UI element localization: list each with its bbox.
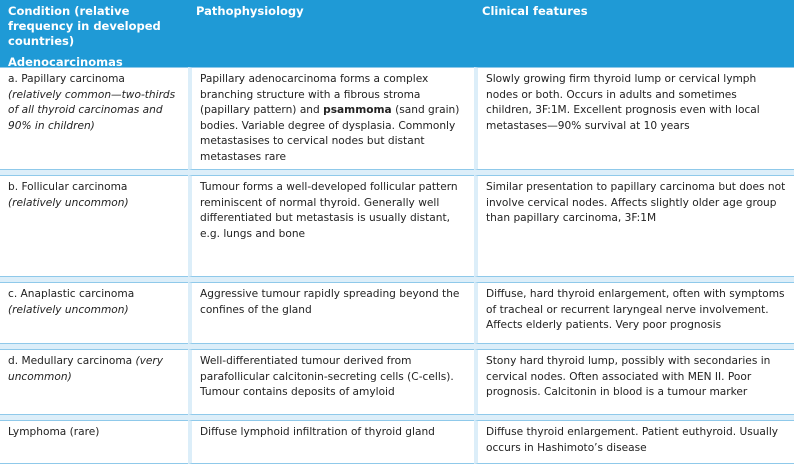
cell-text: psammoma (323, 104, 392, 116)
table-row: d. Medullary carcinoma (very uncommon) We… (0, 349, 794, 415)
cell-text: Stony hard thyroid lump, possibly with s… (486, 355, 771, 398)
table: Condition (relative frequency in develop… (0, 0, 794, 75)
cell-text: Lymphoma (rare) (8, 426, 100, 438)
cell-text: d. Medullary carcinoma (8, 355, 136, 367)
table-cell: Diffuse lymphoid infiltration of thyroid… (188, 420, 474, 464)
cell-text: Slowly growing firm thyroid lump or cerv… (486, 73, 760, 132)
cell-text: Diffuse lymphoid infiltration of thyroid… (200, 426, 435, 438)
table-cell: b. Follicular carcinoma (relatively unco… (0, 175, 188, 277)
cell-text: Well-differentiated tumour derived from … (200, 355, 454, 398)
table-cell: Papillary adenocarcinoma forms a complex… (188, 67, 474, 170)
cell-text: (very uncommon) (8, 355, 164, 383)
table-cell: Tumour forms a well-developed follicular… (188, 175, 474, 277)
cell-text: Diffuse thyroid enlargement. Patient eut… (486, 426, 779, 454)
table-cell: Diffuse, hard thyroid enlargement, often… (474, 282, 794, 344)
table-cell: a. Papillary carcinoma (relatively commo… (0, 67, 188, 170)
table-row: a. Papillary carcinoma (relatively commo… (0, 67, 794, 170)
cell-text: (relatively uncommon) (8, 196, 129, 209)
table-cell: Stony hard thyroid lump, possibly with s… (474, 349, 794, 415)
cell-text: (relatively common—two-thirds of all thy… (8, 88, 176, 132)
table-cell: c. Anaplastic carcinoma (relatively unco… (0, 282, 188, 344)
cell-text: (sand grain) bodies. Variable degree of … (200, 104, 460, 163)
table-cell: Well-differentiated tumour derived from … (188, 349, 474, 415)
cell-text: (relatively uncommon) (8, 303, 129, 316)
header-cell: Pathophysiology (188, 0, 474, 53)
header-row: Condition (relative frequency in develop… (0, 0, 794, 53)
table-row: b. Follicular carcinoma (relatively unco… (0, 175, 794, 277)
table-cell: d. Medullary carcinoma (very uncommon) (0, 349, 188, 415)
table-cell: Lymphoma (rare) (0, 420, 188, 464)
table-body: a. Papillary carcinoma (relatively commo… (0, 62, 794, 469)
table-row: c. Anaplastic carcinoma (relatively unco… (0, 282, 794, 344)
header-cell: Condition (relative frequency in develop… (0, 0, 188, 53)
cell-text: b. Follicular carcinoma (8, 181, 128, 193)
cell-text: a. Papillary carcinoma (8, 73, 125, 85)
table-cell: Slowly growing firm thyroid lump or cerv… (474, 67, 794, 170)
table-cell: Aggressive tumour rapidly spreading beyo… (188, 282, 474, 344)
table-row: Lymphoma (rare) Diffuse lymphoid infiltra… (0, 420, 794, 464)
cell-text: Similar presentation to papillary carcin… (486, 181, 786, 224)
header-cell: Clinical features (474, 0, 794, 53)
cell-text: Tumour forms a well-developed follicular… (200, 181, 458, 240)
cell-text: Papillary adenocarcinoma forms a complex… (200, 73, 429, 116)
cell-text: Diffuse, hard thyroid enlargement, often… (486, 288, 785, 331)
cell-text: c. Anaplastic carcinoma (8, 288, 135, 300)
cell-text: Aggressive tumour rapidly spreading beyo… (200, 288, 460, 316)
table-cell: Diffuse thyroid enlargement. Patient eut… (474, 420, 794, 464)
table-cell: Similar presentation to papillary carcin… (474, 175, 794, 277)
